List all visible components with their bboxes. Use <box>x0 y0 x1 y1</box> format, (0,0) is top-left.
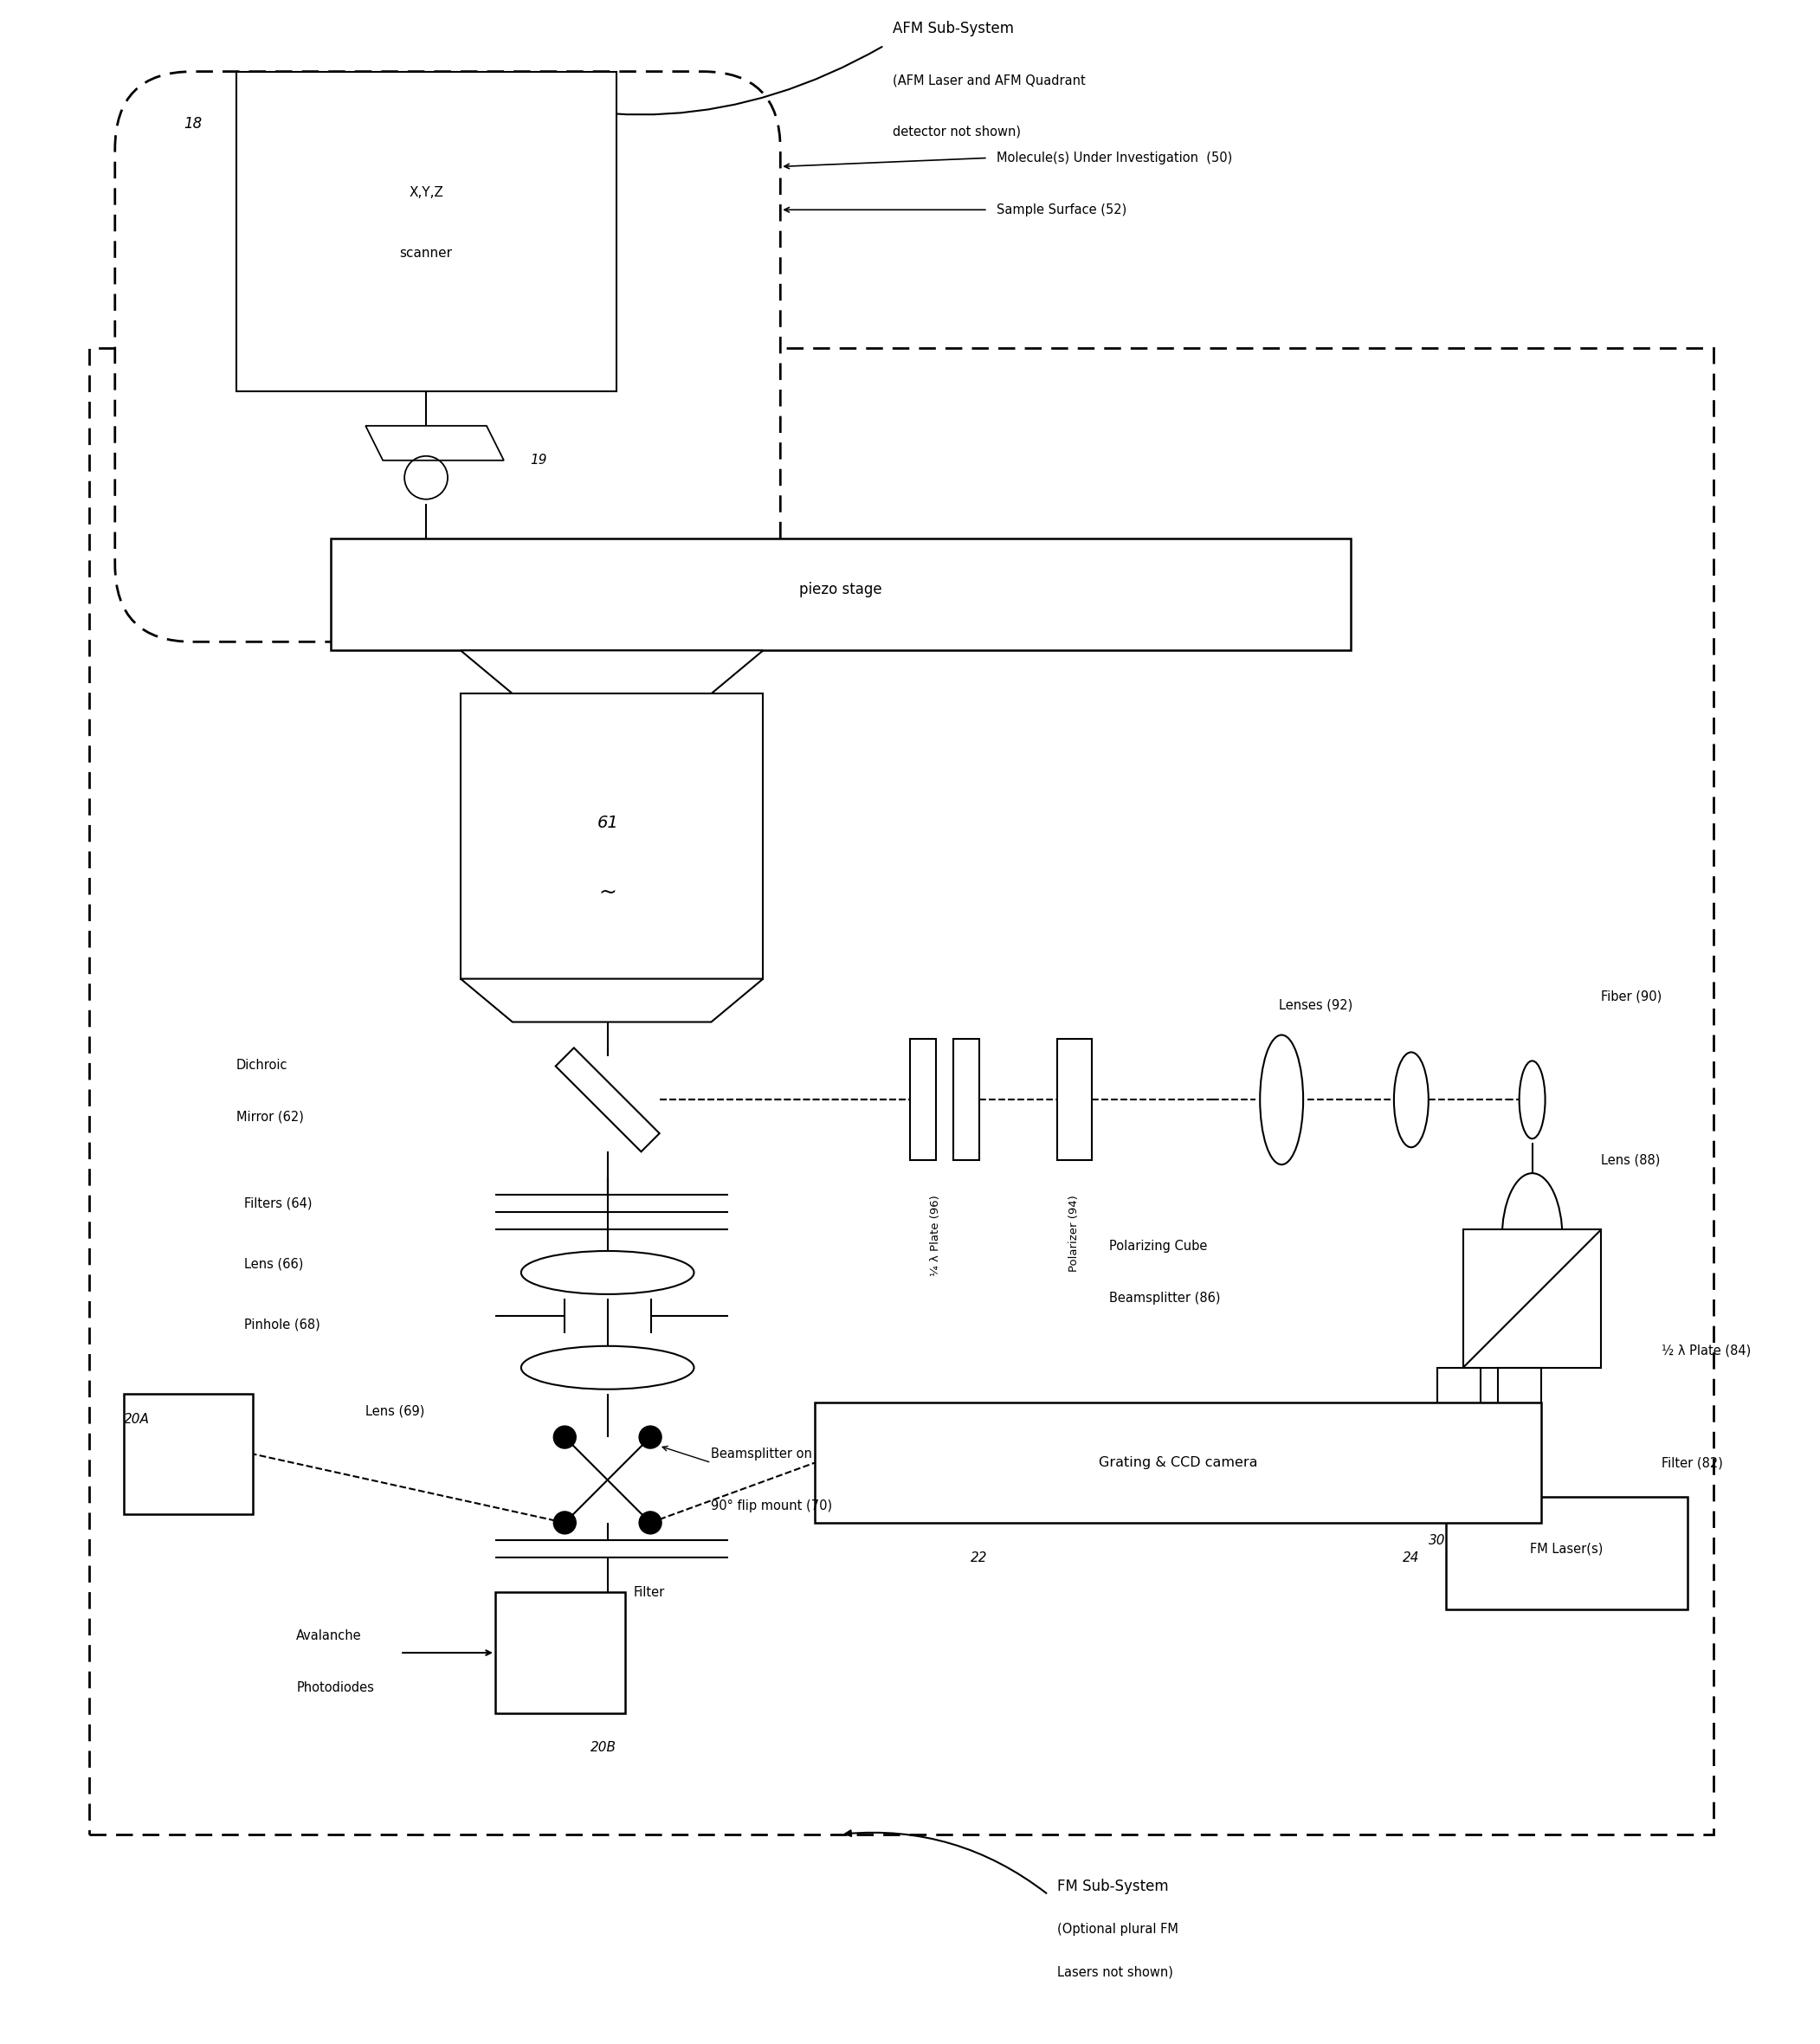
Bar <box>460 693 763 979</box>
Text: Lenses (92): Lenses (92) <box>1279 997 1352 1012</box>
Text: Lens (69): Lens (69) <box>366 1404 424 1416</box>
Text: Dichroic: Dichroic <box>237 1059 288 1071</box>
Bar <box>1498 1437 1542 1498</box>
Ellipse shape <box>1501 1173 1562 1302</box>
Text: FM Laser(s): FM Laser(s) <box>1531 1543 1603 1555</box>
Circle shape <box>553 1511 575 1533</box>
Text: piezo stage: piezo stage <box>799 583 883 597</box>
Text: Photodiodes: Photodiodes <box>297 1680 375 1694</box>
Text: FM Sub-System: FM Sub-System <box>1057 1878 1168 1895</box>
Bar <box>1445 1498 1687 1609</box>
Bar <box>910 1038 935 1161</box>
FancyBboxPatch shape <box>115 72 781 642</box>
Text: Filter: Filter <box>633 1586 664 1598</box>
Bar <box>1438 1367 1480 1429</box>
Text: 90° flip mount (70): 90° flip mount (70) <box>712 1500 832 1513</box>
Text: 18: 18 <box>184 117 202 131</box>
Text: Lasers not shown): Lasers not shown) <box>1057 1966 1172 1979</box>
Bar <box>124 1394 253 1515</box>
Text: Grating & CCD camera: Grating & CCD camera <box>1099 1455 1258 1470</box>
Bar <box>1463 1228 1602 1367</box>
Bar <box>954 1038 979 1161</box>
Ellipse shape <box>521 1347 693 1390</box>
Bar <box>1057 1038 1092 1161</box>
Text: ½ λ Plate (84): ½ λ Plate (84) <box>1662 1343 1751 1357</box>
Text: Lens (88): Lens (88) <box>1602 1153 1660 1167</box>
Text: Sample Surface (52): Sample Surface (52) <box>996 202 1127 217</box>
Text: Beamsplitter (86): Beamsplitter (86) <box>1108 1292 1219 1304</box>
Text: (Optional plural FM: (Optional plural FM <box>1057 1923 1178 1936</box>
Polygon shape <box>555 1049 659 1151</box>
Circle shape <box>639 1427 661 1449</box>
Text: Polarizer (94): Polarizer (94) <box>1068 1196 1079 1271</box>
Bar <box>1498 1367 1542 1429</box>
Text: 24: 24 <box>1403 1551 1420 1564</box>
Ellipse shape <box>1520 1061 1545 1139</box>
Ellipse shape <box>521 1251 693 1294</box>
Bar <box>495 1592 624 1713</box>
Text: ~: ~ <box>599 883 617 903</box>
Bar <box>237 72 617 390</box>
Bar <box>331 538 1350 650</box>
Polygon shape <box>366 425 504 460</box>
Circle shape <box>639 1511 661 1533</box>
Bar <box>815 1402 1542 1523</box>
Text: AFM Sub-System: AFM Sub-System <box>894 20 1014 37</box>
Text: 20B: 20B <box>590 1741 617 1754</box>
Text: Mirror (62): Mirror (62) <box>237 1110 304 1124</box>
Text: Molecule(s) Under Investigation  (50): Molecule(s) Under Investigation (50) <box>996 151 1232 164</box>
Text: Filter (82): Filter (82) <box>1662 1455 1724 1470</box>
Polygon shape <box>460 650 763 693</box>
Text: Fiber (90): Fiber (90) <box>1602 989 1662 1002</box>
Text: Avalanche: Avalanche <box>297 1629 362 1641</box>
Text: 30: 30 <box>1429 1533 1445 1547</box>
Text: scanner: scanner <box>400 247 453 260</box>
Text: 61: 61 <box>597 816 619 832</box>
Text: Lens (66): Lens (66) <box>244 1257 304 1271</box>
Text: Filters (64): Filters (64) <box>244 1198 313 1210</box>
Polygon shape <box>460 979 763 1022</box>
Ellipse shape <box>1259 1034 1303 1165</box>
Text: Polarizing Cube: Polarizing Cube <box>1108 1241 1207 1253</box>
Bar <box>1438 1437 1480 1498</box>
Circle shape <box>553 1427 575 1449</box>
Text: Pinhole (68): Pinhole (68) <box>244 1318 320 1331</box>
FancyBboxPatch shape <box>89 347 1714 1833</box>
Text: 22: 22 <box>970 1551 988 1564</box>
Text: detector not shown): detector not shown) <box>894 125 1021 139</box>
Text: X,Y,Z: X,Y,Z <box>410 186 444 198</box>
Text: Beamsplitter on: Beamsplitter on <box>712 1447 812 1461</box>
Text: ¼ λ Plate (96): ¼ λ Plate (96) <box>930 1196 941 1275</box>
Text: 20A: 20A <box>124 1412 149 1427</box>
Ellipse shape <box>1394 1053 1429 1147</box>
Text: (AFM Laser and AFM Quadrant: (AFM Laser and AFM Quadrant <box>894 74 1085 86</box>
Text: 19: 19 <box>530 454 546 466</box>
